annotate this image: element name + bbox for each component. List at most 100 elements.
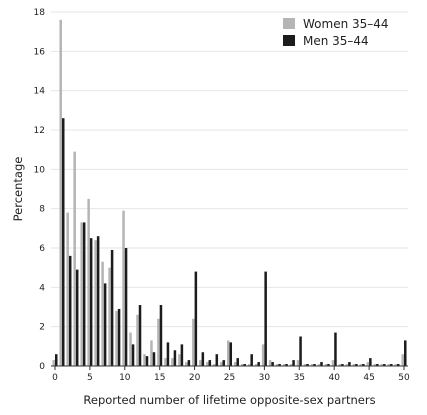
bar-women-14 xyxy=(150,340,153,366)
bar-men-25 xyxy=(229,342,233,366)
bar-men-41 xyxy=(341,364,344,366)
bar-men-21 xyxy=(201,352,205,366)
bar-men-17 xyxy=(173,350,177,366)
legend-label-women: Women 35–44 xyxy=(303,17,389,31)
legend-label-men: Men 35–44 xyxy=(303,34,369,48)
x-tick-label: 25 xyxy=(224,373,235,383)
bar-women-18 xyxy=(178,354,181,366)
grid-lines xyxy=(51,11,408,328)
bar-women-25 xyxy=(226,340,230,366)
bar-men-13 xyxy=(145,356,149,366)
x-tick-label: 45 xyxy=(363,373,374,383)
bar-men-3 xyxy=(75,269,79,366)
bar-women-2 xyxy=(66,212,69,366)
bar-women-7 xyxy=(101,261,104,366)
bar-women-24 xyxy=(220,362,223,366)
y-tick-label: 10 xyxy=(34,165,46,175)
bar-men-38 xyxy=(320,362,323,366)
bar-men-23 xyxy=(215,354,219,366)
bar-women-46 xyxy=(373,364,377,366)
bar-men-26 xyxy=(236,358,239,366)
bar-women-4 xyxy=(80,222,83,366)
bar-women-15 xyxy=(157,318,160,366)
y-tick-label: 18 xyxy=(34,8,46,18)
bar-women-20 xyxy=(192,318,195,366)
y-tick-label: 4 xyxy=(39,283,45,293)
y-tick-label: 2 xyxy=(39,323,45,333)
bar-women-10 xyxy=(122,210,125,366)
bar-women-40 xyxy=(331,360,335,366)
bar-women-29 xyxy=(254,364,258,366)
bar-men-0 xyxy=(55,354,58,366)
bar-men-36 xyxy=(306,364,309,366)
bar-women-50 xyxy=(401,354,404,366)
bar-women-12 xyxy=(136,314,139,366)
bar-women-41 xyxy=(338,364,342,366)
bar-women-23 xyxy=(213,364,216,366)
bar-men-34 xyxy=(292,360,295,366)
bar-men-11 xyxy=(131,344,135,366)
bar-men-43 xyxy=(355,364,358,366)
bar-women-38 xyxy=(317,364,321,366)
x-tick-label: 5 xyxy=(87,373,93,383)
bar-women-33 xyxy=(282,364,286,366)
bar-women-0 xyxy=(52,360,55,366)
y-tick-label: 0 xyxy=(39,362,45,372)
legend: Women 35–44 Men 35–44 xyxy=(283,17,389,48)
bar-men-12 xyxy=(138,305,142,366)
bar-women-13 xyxy=(143,354,146,366)
bar-men-28 xyxy=(250,354,253,366)
x-tick-label: 15 xyxy=(154,373,165,383)
y-tick-label: 14 xyxy=(34,87,46,97)
x-tick-label: 40 xyxy=(328,373,340,383)
bar-women-11 xyxy=(129,332,132,366)
bar-women-6 xyxy=(94,240,97,366)
x-axis-label: Reported number of lifetime opposite-sex… xyxy=(83,393,375,407)
bar-women-27 xyxy=(240,364,244,366)
bar-men-1 xyxy=(61,118,65,366)
bar-men-16 xyxy=(166,342,170,366)
bar-women-39 xyxy=(324,364,328,366)
x-tick-label: 35 xyxy=(294,373,305,383)
bar-men-31 xyxy=(271,362,274,366)
bar-men-10 xyxy=(124,248,128,366)
bar-men-8 xyxy=(110,249,114,366)
bar-women-17 xyxy=(171,358,174,366)
bar-men-22 xyxy=(208,360,212,366)
bar-women-45 xyxy=(366,362,370,366)
bar-men-42 xyxy=(348,362,351,366)
bar-women-30 xyxy=(261,344,265,366)
bar-men-4 xyxy=(82,222,86,366)
bar-women-47 xyxy=(380,364,384,366)
x-tick-label: 0 xyxy=(52,373,58,383)
bar-men-47 xyxy=(383,364,386,366)
bar-women-3 xyxy=(73,151,76,366)
y-tick-label: 16 xyxy=(34,47,46,57)
bar-men-44 xyxy=(362,364,365,366)
y-tick-label: 6 xyxy=(39,244,45,254)
bar-men-19 xyxy=(187,360,191,366)
x-tick-label: 30 xyxy=(259,373,271,383)
bar-men-39 xyxy=(327,364,330,366)
bar-men-15 xyxy=(159,305,163,366)
bar-women-1 xyxy=(59,19,62,366)
bar-men-9 xyxy=(117,308,121,366)
x-tick-label: 20 xyxy=(189,373,201,383)
bar-men-37 xyxy=(313,364,316,366)
legend-swatch-men xyxy=(283,35,295,46)
bar-women-21 xyxy=(199,360,202,366)
bar-men-45 xyxy=(369,358,372,366)
bar-women-35 xyxy=(296,360,300,366)
y-axis-label: Percentage xyxy=(11,157,25,222)
bar-men-49 xyxy=(397,364,400,366)
x-tick-label: 50 xyxy=(398,373,410,383)
bar-women-8 xyxy=(108,267,111,366)
bar-men-5 xyxy=(89,238,93,366)
bar-men-32 xyxy=(278,364,281,366)
bar-women-28 xyxy=(247,364,251,366)
bar-women-22 xyxy=(206,362,209,366)
bar-men-48 xyxy=(390,364,393,366)
bar-men-33 xyxy=(285,364,288,366)
bar-women-49 xyxy=(394,364,398,366)
